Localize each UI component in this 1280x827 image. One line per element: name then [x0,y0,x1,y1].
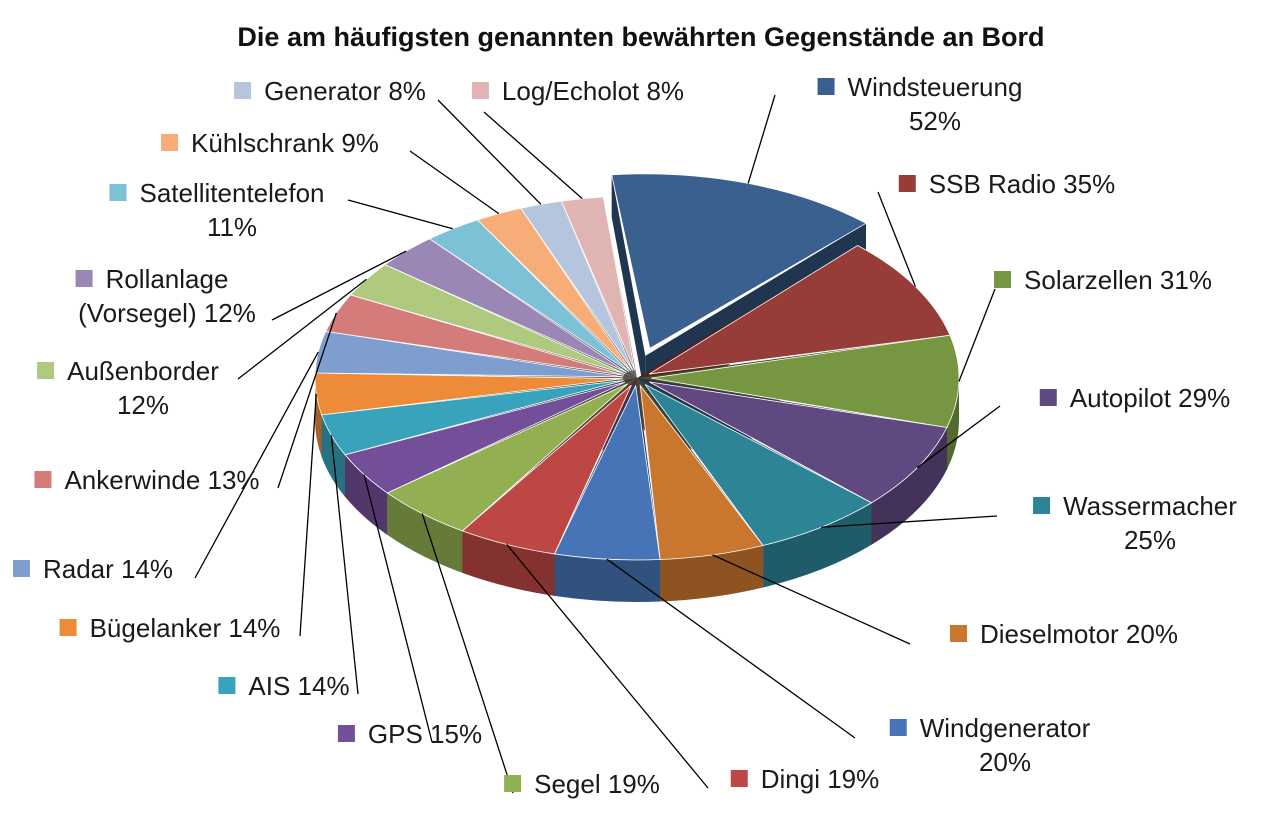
slice-side-arc [763,502,872,588]
data-label: Generator 8% [264,76,426,106]
leader-line [916,405,1001,469]
chart-title: Die am häufigsten genannten bewährten Ge… [237,22,1044,52]
leader-line [606,558,856,739]
data-label: Rollanlage (Vorsegel) 12% [78,264,256,328]
data-label: Segel 19% [534,769,660,799]
leader-line [483,111,583,200]
legend-marker [994,271,1012,288]
data-label: Dingi 19% [761,764,880,794]
data-label: Log/Echolot 8% [502,76,684,106]
legend-marker [1039,389,1057,406]
slice-side-arc [946,378,960,470]
slice-wall [611,174,646,398]
legend-marker [234,82,252,99]
leader-line [747,94,776,184]
legend-marker [730,770,748,787]
data-label: Ankerwinde 13% [64,465,259,495]
legend-marker [337,725,355,742]
pie-slices [314,173,960,561]
data-label: Bügelanker 14% [90,613,281,643]
leader-line [363,474,433,743]
leader-line [506,544,709,789]
leader-line [330,435,359,695]
leader-line [877,191,917,287]
data-label: Wassermacher 25% [1063,491,1237,555]
slice-side-arc [345,454,388,535]
legend-marker [950,625,968,642]
leader-line [712,554,911,645]
data-label: Windsteuerung 52% [848,72,1023,136]
legend-marker [504,775,522,792]
leader-line [277,312,338,489]
legend-marker [12,560,30,577]
legend-marker [889,719,907,736]
data-label: GPS 15% [368,719,482,749]
data-label: Solarzellen 31% [1024,265,1212,295]
legend-marker [59,619,77,636]
legend-marker [161,134,179,151]
data-label: Satellitentelefon 11% [139,178,324,242]
legend-marker [218,677,236,694]
legend-marker [898,175,916,192]
legend-marker [1033,497,1051,514]
slice-side-arc [554,553,661,602]
slice-side-arc [462,530,555,596]
slice-side-arc [387,492,463,573]
leader-line [409,150,500,215]
slice-windsteuerung [611,173,867,350]
data-label: Außenborder 12% [67,356,219,420]
data-label: Dieselmotor 20% [980,619,1178,649]
leader-line [194,351,319,579]
leader-line [347,199,453,230]
leader-line [821,515,998,528]
leader-line [958,288,996,382]
leader-line [271,250,407,321]
slice-solarzellen [650,334,960,428]
legend-marker [109,184,127,201]
legend-marker [817,78,835,95]
leader-line [237,278,367,380]
leader-line [437,99,542,205]
legend-marker [37,362,55,379]
leader-line [299,393,317,637]
data-label: Radar 14% [43,554,173,584]
legend-marker [34,471,52,488]
data-label: AIS 14% [248,671,349,701]
leader-line [421,513,514,794]
legend-marker [75,270,93,287]
slice-side-arc [871,427,947,545]
data-label: Autopilot 29% [1070,383,1230,413]
legend-marker [471,82,489,99]
slice-wassermacher [644,384,873,546]
data-labels: Windsteuerung 52% SSB Radio 35% Solarzellen… [12,72,1237,799]
data-label: SSB Radio 35% [929,169,1115,199]
data-label: Windgenerator 20% [920,713,1091,777]
data-label: Kühlschrank 9% [191,128,379,158]
slice-side-arc [660,545,764,602]
slice-autopilot [648,381,948,504]
